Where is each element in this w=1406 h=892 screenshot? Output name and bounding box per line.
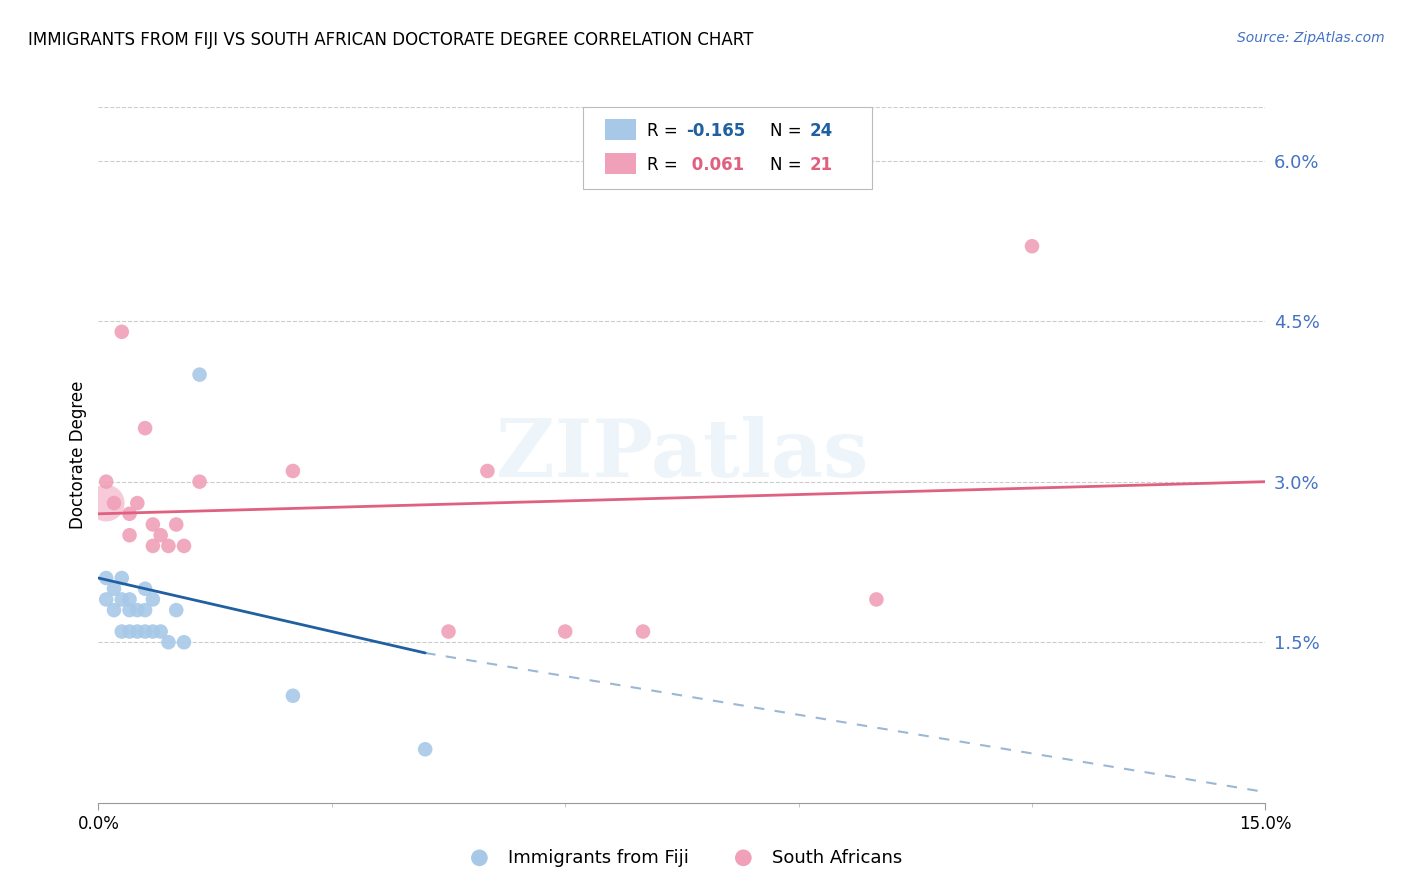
Point: [188, 475, 211, 489]
Point: [103, 582, 125, 596]
Point: [96, 496, 118, 510]
Point: [134, 624, 156, 639]
Point: [281, 464, 304, 478]
Point: [188, 368, 211, 382]
Point: [149, 528, 172, 542]
Point: [477, 464, 499, 478]
Point: [631, 624, 654, 639]
Point: [111, 592, 134, 607]
Point: [142, 592, 165, 607]
Point: [142, 517, 165, 532]
Point: [118, 507, 141, 521]
Text: N =: N =: [770, 122, 807, 140]
Point: [173, 539, 195, 553]
Point: [554, 624, 576, 639]
Point: [157, 539, 180, 553]
Point: [103, 496, 125, 510]
Point: [103, 603, 125, 617]
Point: [157, 635, 180, 649]
Text: IMMIGRANTS FROM FIJI VS SOUTH AFRICAN DOCTORATE DEGREE CORRELATION CHART: IMMIGRANTS FROM FIJI VS SOUTH AFRICAN DO…: [28, 31, 754, 49]
Point: [96, 475, 118, 489]
Point: [281, 689, 304, 703]
Point: [118, 528, 141, 542]
Point: [111, 624, 134, 639]
Point: [127, 603, 149, 617]
Point: [865, 592, 887, 607]
Point: [134, 421, 156, 435]
Point: [111, 571, 134, 585]
Point: [437, 624, 460, 639]
Point: [149, 624, 172, 639]
Text: 24: 24: [810, 122, 834, 140]
Point: [118, 624, 141, 639]
Point: [127, 496, 149, 510]
Point: [134, 582, 156, 596]
Point: [142, 539, 165, 553]
Point: [413, 742, 436, 756]
Point: [165, 603, 187, 617]
Point: [111, 325, 134, 339]
Point: [96, 592, 118, 607]
Point: [118, 603, 141, 617]
Text: N =: N =: [770, 156, 807, 174]
Text: 21: 21: [810, 156, 832, 174]
Text: Source: ZipAtlas.com: Source: ZipAtlas.com: [1237, 31, 1385, 45]
Text: ZIPatlas: ZIPatlas: [496, 416, 868, 494]
Text: -0.165: -0.165: [686, 122, 745, 140]
Text: R =: R =: [647, 156, 683, 174]
Point: [165, 517, 187, 532]
Point: [127, 624, 149, 639]
Legend: Immigrants from Fiji, South Africans: Immigrants from Fiji, South Africans: [454, 841, 910, 874]
Point: [1021, 239, 1043, 253]
Y-axis label: Doctorate Degree: Doctorate Degree: [69, 381, 87, 529]
Point: [142, 624, 165, 639]
Point: [118, 592, 141, 607]
Text: R =: R =: [647, 122, 683, 140]
Point: [173, 635, 195, 649]
Point: [134, 603, 156, 617]
Text: 0.061: 0.061: [686, 156, 744, 174]
Point: [96, 571, 118, 585]
